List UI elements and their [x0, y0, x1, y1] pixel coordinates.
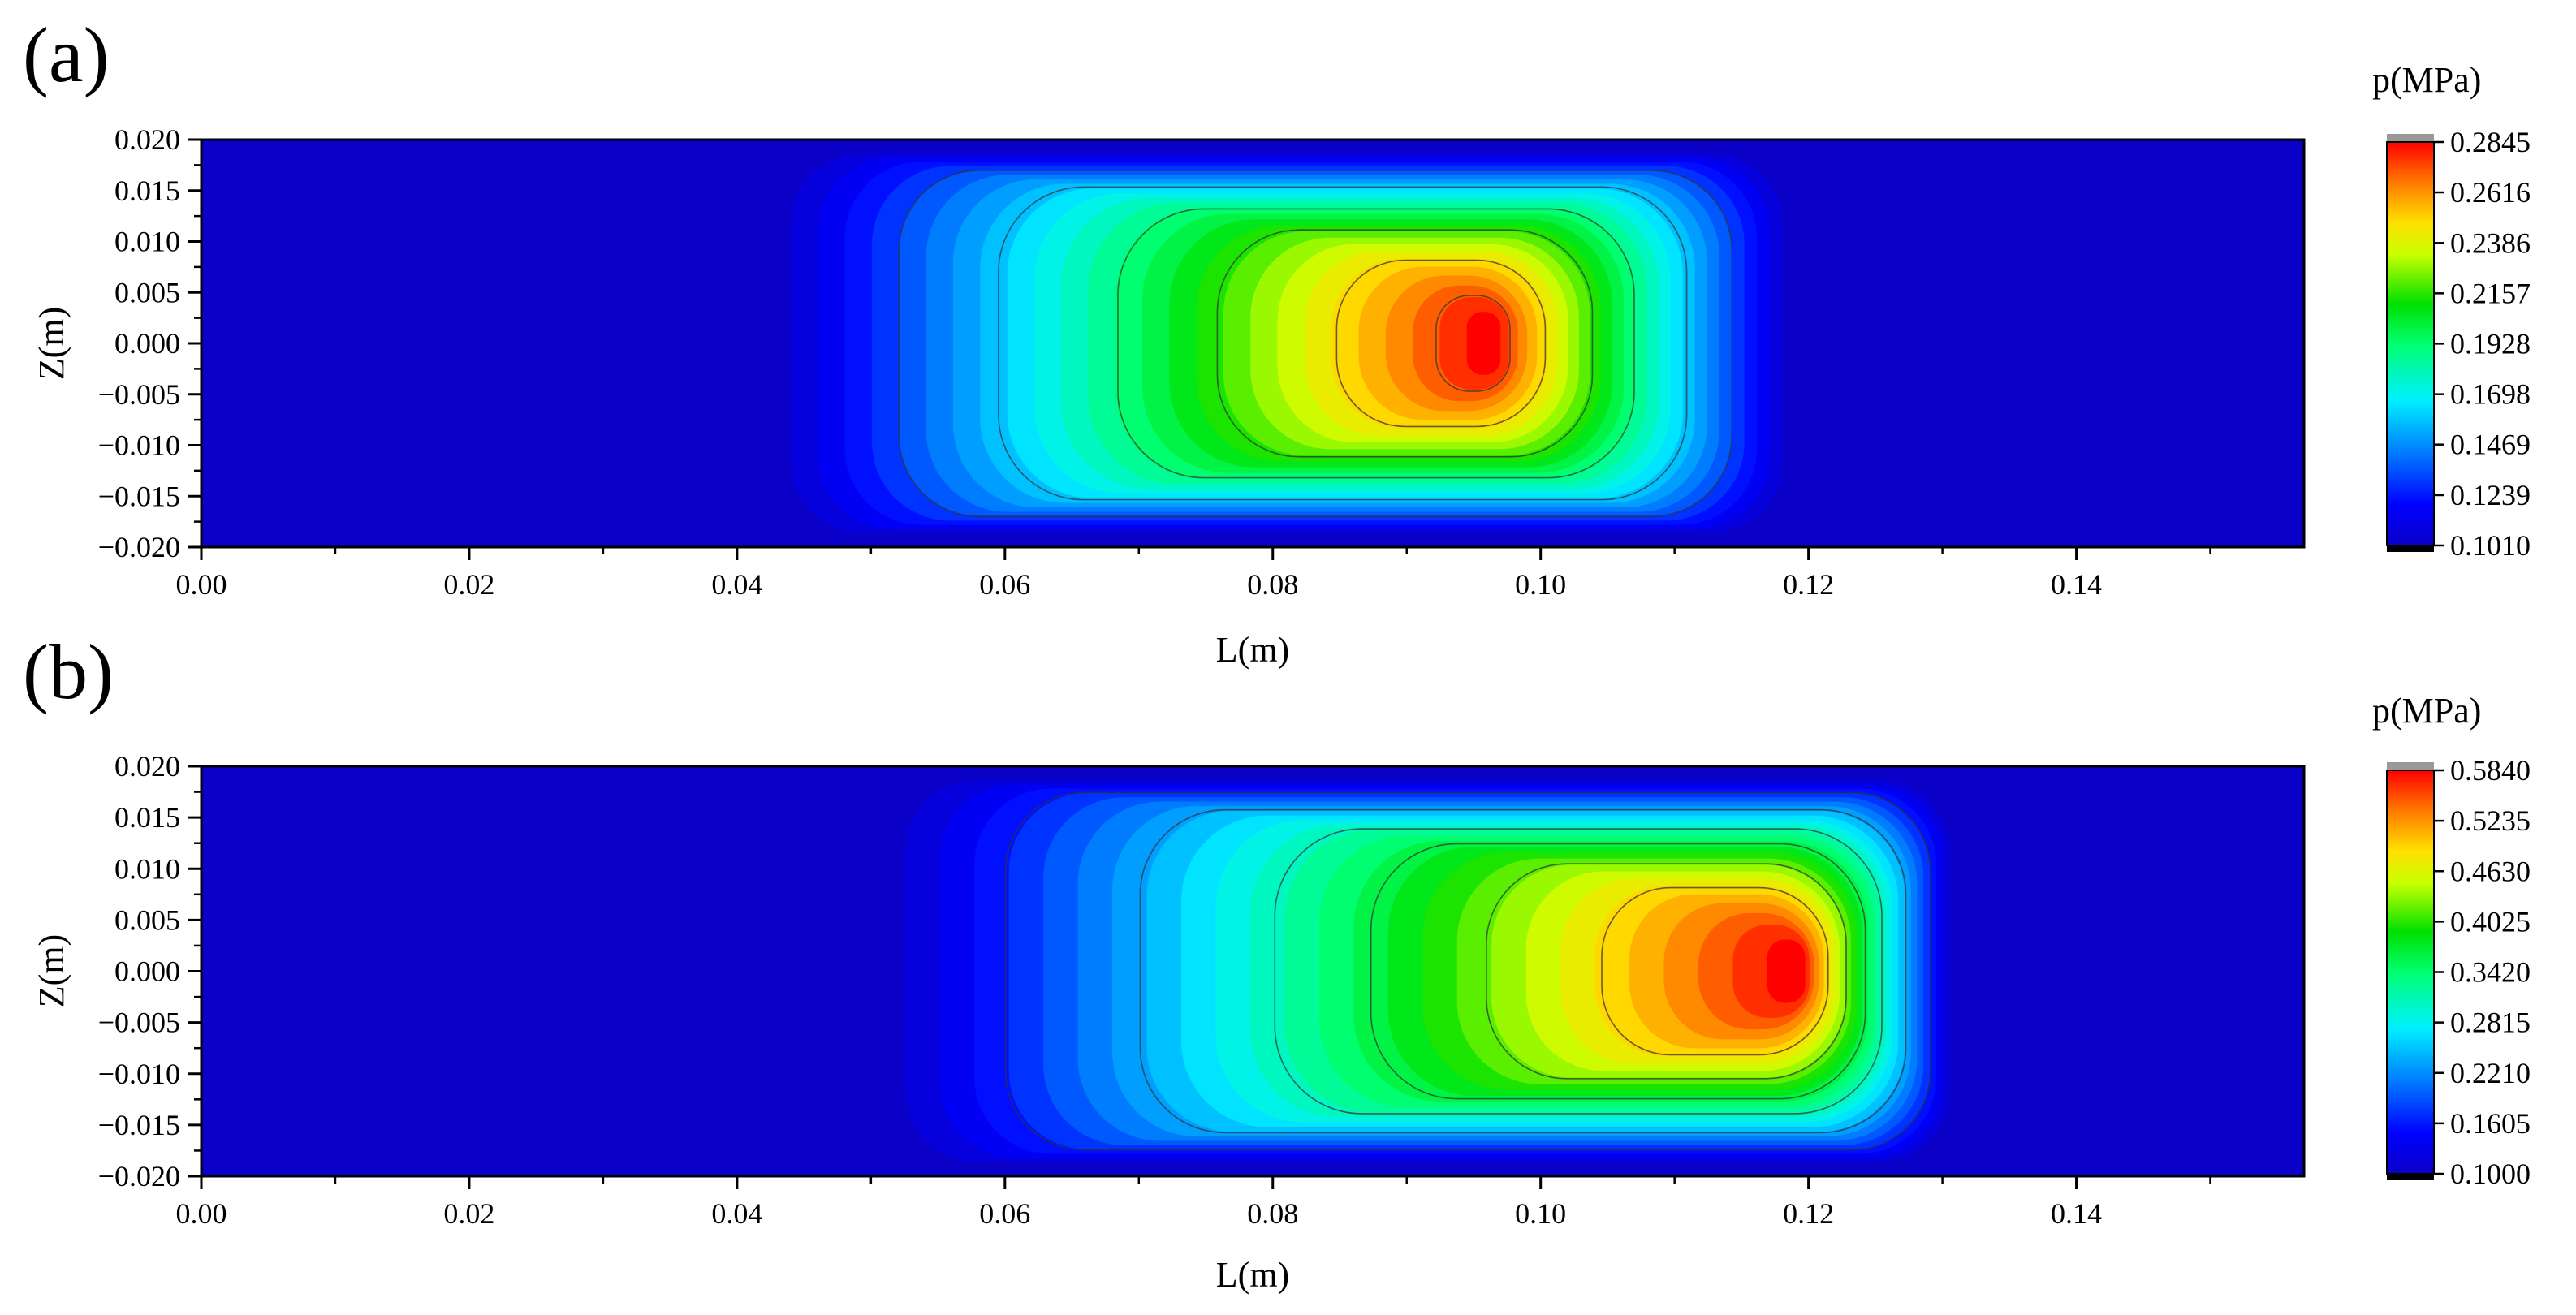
panel-a-contour-plot	[201, 140, 2304, 547]
panel-a-colorbar-tick-label: 0.2845	[2450, 126, 2531, 158]
panel-b-contour-band	[1767, 939, 1806, 1003]
panel-b-colorbar-tick-label: 0.1000	[2450, 1158, 2531, 1190]
panel-b-colorbar-tick-label: 0.3420	[2450, 956, 2531, 989]
panel-b-x-tick-label: 0.00	[176, 1197, 227, 1230]
panel-b-colorbar-tick-label: 0.4025	[2450, 905, 2531, 938]
panel-a-y-tick-label: −0.015	[98, 480, 180, 512]
panel-a-colorbar: 0.2845 0.2616 0.2386 0.2157 0.1928 0.1698 0.14…	[2386, 126, 2531, 562]
panel-b-x-tick-label: 0.02	[443, 1197, 494, 1230]
panel-a-x-axis-label: L(m)	[1216, 630, 1289, 670]
panel-a-colorbar-tick-label: 0.2386	[2450, 226, 2531, 259]
panel-b-colorbar-under-swatch	[2387, 1172, 2434, 1180]
panel-b-label: (b)	[23, 628, 114, 715]
panel-b-y-tick-label: 0.010	[114, 852, 180, 885]
panel-b-y-tick-label: −0.010	[98, 1058, 180, 1090]
panel-a-y-tick-label: −0.010	[98, 429, 180, 462]
panel-a-colorbar-title: p(MPa)	[2372, 60, 2481, 100]
panel-b-y-tick-label: 0.020	[114, 750, 180, 783]
panel-a-colorbar-tick-label: 0.2616	[2450, 176, 2531, 209]
panel-a-contour-line	[1216, 229, 1594, 458]
panel-a-x-tick-label: 0.12	[1783, 568, 1834, 601]
panel-b-colorbar-tick-label: 0.1605	[2450, 1107, 2531, 1140]
panel-b-contour-line	[1004, 791, 1931, 1151]
panel-a-y-axis-label: Z(m)	[32, 307, 71, 380]
panel-b-contour-line	[1601, 886, 1829, 1056]
panel-b-y-tick-label: −0.020	[98, 1160, 180, 1192]
panel-b-colorbar-tick-label: 0.5840	[2450, 754, 2531, 787]
panel-a-colorbar-tick-label: 0.1010	[2450, 529, 2531, 562]
panel-b-contour-line	[1370, 843, 1866, 1100]
panel-b-x-tick-label: 0.08	[1247, 1197, 1298, 1230]
panel-a-contour-line	[1117, 208, 1635, 479]
panel-b-contour-line	[1274, 828, 1883, 1115]
panel-b-colorbar-tick-label: 0.4630	[2450, 855, 2531, 887]
panel-a-colorbar-under-swatch	[2387, 544, 2434, 552]
panel-b-colorbar-tick-label: 0.2210	[2450, 1057, 2531, 1089]
panel-a-colorbar-tick-label: 0.2157	[2450, 277, 2531, 309]
panel-a-x-tick-label: 0.00	[176, 568, 227, 601]
panel-a-y-tick-label: 0.020	[114, 123, 180, 156]
panel-b-y-axis-label: Z(m)	[32, 934, 71, 1007]
panel-b-x-tick-label: 0.10	[1515, 1197, 1566, 1230]
panel-a-x-tick-label: 0.14	[2051, 568, 2102, 601]
panel-b-colorbar-bar	[2386, 770, 2435, 1175]
panel-b-axes: 0.00 0.02 0.04 0.06 0.08 0.10 0.12 0.14 0.020 0.0…	[98, 750, 2211, 1230]
panel-a-y-tick-label: 0.005	[114, 276, 180, 308]
panel-b-contour-line	[1486, 863, 1847, 1080]
panel-a-y-tick-label: 0.010	[114, 226, 180, 258]
panel-a-contour-line	[1335, 259, 1547, 428]
panel-b-x-tick-label: 0.14	[2051, 1197, 2102, 1230]
panel-a-contour-band	[1466, 312, 1501, 375]
panel-b-x-tick-label: 0.12	[1783, 1197, 1834, 1230]
panel-a-colorbar-tick-label: 0.1469	[2450, 429, 2531, 461]
panel-a-contour-line	[898, 170, 1732, 517]
panel-a-axes: 0.00 0.02 0.04 0.06 0.08 0.10 0.12 0.14 0.020 0.0…	[98, 123, 2211, 601]
panel-b-y-tick-label: −0.005	[98, 1007, 180, 1039]
panel-a-x-tick-label: 0.02	[443, 568, 494, 601]
panel-a-colorbar-tick-label: 0.1928	[2450, 327, 2531, 360]
panel-a-contour-line	[998, 186, 1688, 501]
panel-a-contour-line	[1435, 295, 1511, 392]
panel-b-colorbar-tick-label: 0.2815	[2450, 1007, 2531, 1039]
panel-b-x-axis-label: L(m)	[1216, 1255, 1289, 1295]
panel-a-colorbar-tick-label: 0.1239	[2450, 479, 2531, 511]
panel-b-colorbar: 0.5840 0.5235 0.4630 0.4025 0.3420 0.2815 0.22…	[2386, 754, 2531, 1190]
panel-b: (b) 0.00 0.02 0.04 0.06 0.08 0.10 0.12 0.14 0.02…	[23, 628, 2531, 1295]
panel-b-y-tick-label: 0.005	[114, 903, 180, 936]
panel-b-x-tick-label: 0.06	[979, 1197, 1030, 1230]
panel-a-x-tick-label: 0.06	[979, 568, 1030, 601]
panel-a-colorbar-tick-label: 0.1698	[2450, 378, 2531, 411]
panel-b-colorbar-title: p(MPa)	[2372, 691, 2481, 731]
panel-a: (a) 0.00 0.02 0.04 0.06 0.08 0.10 0.12 0.14 0.02…	[23, 11, 2531, 670]
panel-b-y-tick-label: −0.015	[98, 1109, 180, 1141]
panel-a-label: (a)	[23, 11, 110, 98]
panel-a-x-tick-label: 0.04	[711, 568, 762, 601]
panel-b-y-tick-label: 0.015	[114, 801, 180, 834]
panel-a-y-tick-label: −0.005	[98, 378, 180, 411]
panel-b-contour-line	[1139, 808, 1907, 1134]
panel-a-colorbar-bar	[2386, 141, 2435, 546]
panel-a-y-tick-label: 0.015	[114, 175, 180, 207]
panel-a-x-tick-label: 0.10	[1515, 568, 1566, 601]
panel-b-contour-plot	[201, 766, 2304, 1176]
panel-a-y-tick-label: 0.000	[114, 327, 180, 360]
panel-a-y-tick-label: −0.020	[98, 531, 180, 563]
panel-b-colorbar-tick-label: 0.5235	[2450, 804, 2531, 837]
panel-b-x-tick-label: 0.04	[711, 1197, 762, 1230]
panel-a-x-tick-label: 0.08	[1247, 568, 1298, 601]
panel-b-y-tick-label: 0.000	[114, 955, 180, 988]
